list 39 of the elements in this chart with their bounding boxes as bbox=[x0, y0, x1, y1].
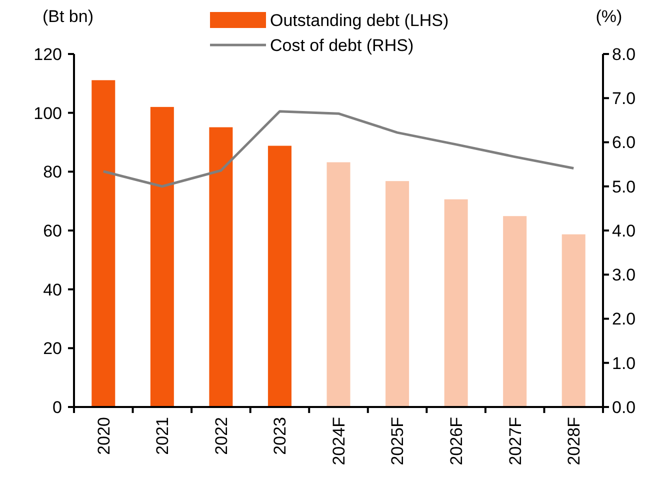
y-tick-label: 120 bbox=[34, 44, 62, 64]
y2-tick-label: 8.0 bbox=[612, 44, 636, 64]
y2-tick-label: 7.0 bbox=[612, 89, 636, 108]
bar bbox=[150, 106, 174, 407]
bar bbox=[386, 181, 410, 407]
bar bbox=[326, 162, 350, 407]
y2-tick-label: 4.0 bbox=[612, 221, 636, 240]
y-tick-label: 0 bbox=[52, 398, 62, 417]
y-axis-title: (Bt bn) bbox=[42, 7, 94, 26]
y2-tick-label: 6.0 bbox=[612, 133, 636, 152]
x-tick-label: 2021 bbox=[153, 417, 172, 455]
x-tick-label: 2027F bbox=[506, 417, 525, 466]
y-tick-label: 40 bbox=[43, 280, 62, 300]
x-tick-label: 2020 bbox=[94, 417, 114, 455]
bar bbox=[562, 234, 586, 407]
y-tick-label: 100 bbox=[34, 104, 62, 123]
bar bbox=[92, 80, 116, 407]
x-tick-label: 2028F bbox=[564, 417, 584, 466]
x-tick-label: 2024F bbox=[329, 417, 348, 466]
y-tick-label: 80 bbox=[43, 162, 62, 182]
legend-label: Cost of debt (RHS) bbox=[270, 36, 414, 55]
x-tick-label: 2023 bbox=[270, 417, 290, 455]
bar bbox=[268, 146, 292, 407]
y2-tick-label: 2.0 bbox=[612, 310, 636, 329]
line-series bbox=[102, 110, 575, 188]
y2-tick-label: 1.0 bbox=[612, 354, 636, 373]
legend-label: Outstanding debt (LHS) bbox=[270, 10, 449, 30]
y2-axis-title: (%) bbox=[596, 7, 622, 26]
x-tick-label: 2025F bbox=[388, 417, 408, 466]
bar bbox=[209, 127, 233, 407]
bar bbox=[444, 199, 468, 407]
y2-tick-label: 0.0 bbox=[612, 398, 636, 417]
y-tick-label: 60 bbox=[43, 221, 62, 240]
y2-tick-label: 5.0 bbox=[612, 177, 636, 196]
y-tick-label: 20 bbox=[43, 339, 62, 358]
bar bbox=[503, 216, 527, 407]
x-tick-label: 2022 bbox=[212, 417, 231, 455]
y2-tick-label: 3.0 bbox=[612, 266, 636, 285]
x-tick-label: 2026F bbox=[447, 417, 466, 466]
